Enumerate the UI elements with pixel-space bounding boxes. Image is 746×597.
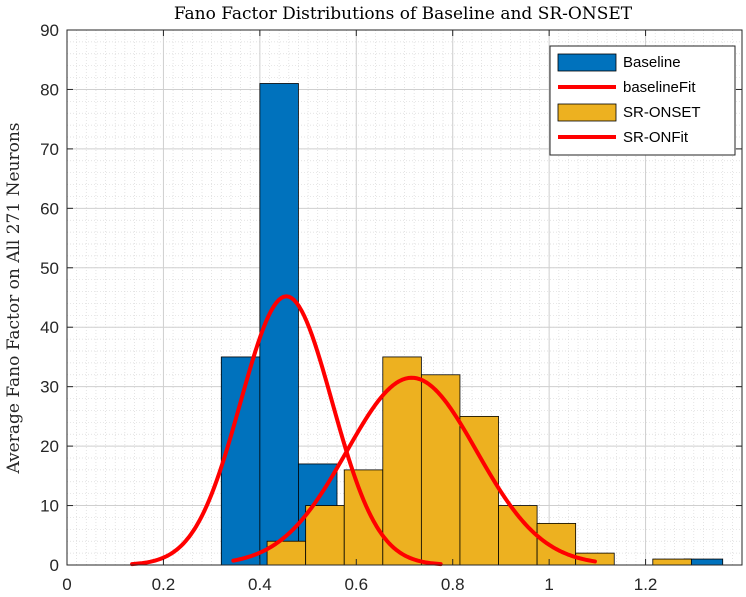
x-tick-label: 1.2 (634, 575, 658, 594)
y-tick-label: 30 (40, 378, 59, 397)
y-tick-label: 60 (40, 199, 59, 218)
baselinefit-line (130, 294, 443, 567)
y-tick-label: 90 (40, 21, 59, 40)
sr-onset-bar (420, 374, 461, 566)
sr-onset-bar (459, 415, 499, 566)
sr-onset-bar (536, 522, 577, 566)
legend-label-sr-onfit: SR-ONFit (623, 129, 689, 146)
x-tick-label: 0 (62, 575, 71, 594)
sr-onset-bar (343, 469, 384, 566)
sr-onfit-line (231, 375, 597, 564)
sr-onset-bar (652, 558, 692, 566)
x-tick-label: 1 (544, 575, 553, 594)
y-axis-label: Average Fano Factor on All 271 Neurons (4, 122, 24, 474)
y-tick-label: 20 (40, 437, 59, 456)
chart-title: Fano Factor Distributions of Baseline an… (174, 4, 633, 24)
y-tick-label: 40 (40, 318, 59, 337)
legend-label-baselinefit: baselineFit (623, 79, 696, 96)
legend-label-sr-onset: SR-ONSET (623, 104, 701, 121)
y-tick-label: 80 (40, 80, 59, 99)
y-tick-label: 70 (40, 140, 59, 159)
x-tick-label: 0.8 (441, 575, 465, 594)
histogram-bars (220, 83, 724, 566)
sr-onset-bar (305, 505, 345, 566)
y-tick-label: 0 (50, 556, 59, 575)
x-tick-label: 0.4 (248, 575, 272, 594)
y-tick-label: 10 (40, 497, 59, 516)
x-tick-label: 0.2 (152, 575, 176, 594)
axes-box (66, 29, 743, 566)
y-tick-label: 50 (40, 259, 59, 278)
legend: Baseline baselineFit SR-ONSET SR-ONFit (549, 45, 736, 156)
x-tick-label: 0.6 (344, 575, 368, 594)
legend-swatch-sr-onset (557, 103, 617, 122)
axis-ticks: 0 0.2 0.4 0.6 0.8 1 1.2 0 10 20 30 40 50 60 70 80 90 (40, 21, 742, 594)
legend-label-baseline: Baseline (623, 54, 681, 71)
fit-curves (130, 294, 597, 567)
legend-swatch-baseline (557, 53, 617, 72)
sr-onset-bar (382, 356, 422, 566)
baseline-bar (220, 356, 261, 566)
